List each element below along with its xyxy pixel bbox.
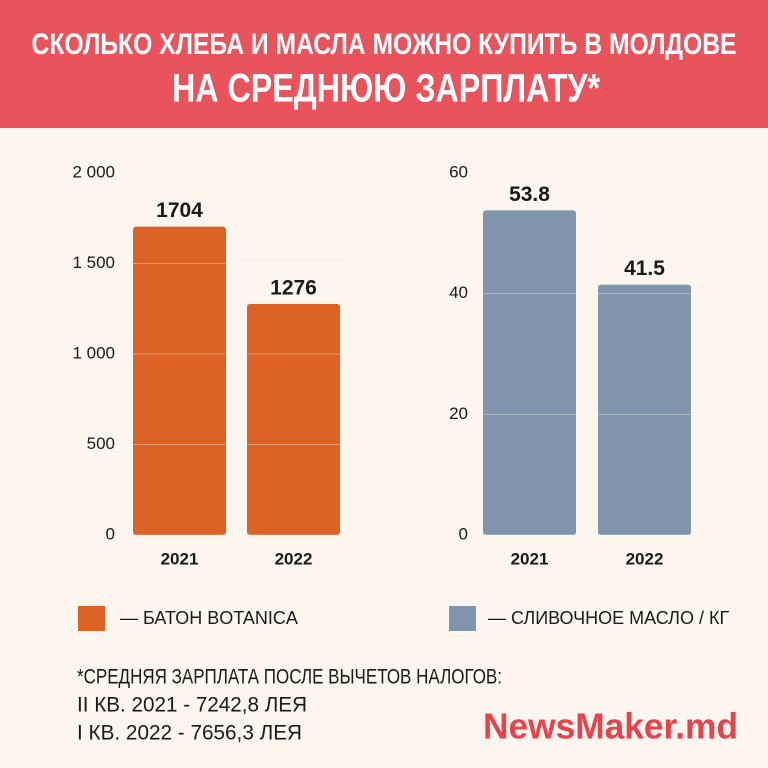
y-tick-label: 20 — [449, 404, 468, 423]
y-tick-label: 500 — [87, 434, 115, 453]
logo: NewsMaker.md — [483, 706, 738, 747]
value-label: 1276 — [270, 277, 317, 300]
legend-swatch — [78, 606, 105, 631]
y-tick-label: 0 — [106, 524, 115, 543]
bar — [483, 210, 576, 535]
legend-label: — БАТОН BOTANICA — [120, 608, 298, 628]
value-label: 1704 — [156, 199, 203, 222]
bar — [598, 284, 691, 535]
legend-swatch — [449, 606, 476, 631]
footnote: *СРЕДНЯЯ ЗАРПЛАТА ПОСЛЕ ВЫЧЕТОВ НАЛОГОВ: — [77, 666, 502, 689]
y-tick-label: 1 500 — [72, 253, 115, 272]
y-tick-label: 1 000 — [72, 343, 115, 362]
y-tick-label: 40 — [449, 283, 468, 302]
value-label: 53.8 — [509, 183, 550, 206]
y-tick-label: 2 000 — [72, 162, 115, 181]
x-tick-label: 2021 — [511, 549, 549, 568]
bar — [247, 304, 340, 535]
header-band — [0, 0, 768, 128]
value-label: 41.5 — [624, 257, 665, 280]
x-tick-label: 2021 — [161, 549, 199, 568]
y-tick-label: 0 — [459, 524, 468, 543]
legend-label: — СЛИВОЧНОЕ МАСЛО / КГ — [488, 608, 729, 628]
bar — [133, 226, 226, 536]
title: СКОЛЬКО ХЛЕБА И МАСЛА МОЖНО КУПИТЬ В МОЛ… — [32, 28, 737, 61]
x-tick-label: 2022 — [275, 549, 313, 568]
title: НА СРЕДНЮЮ ЗАРПЛАТУ* — [172, 67, 600, 111]
footnote: II КВ. 2021 - 7242,8 ЛЕЯ — [77, 694, 307, 717]
x-tick-label: 2022 — [626, 549, 664, 568]
footnote: I КВ. 2022 - 7656,3 ЛЕЯ — [77, 722, 302, 745]
y-tick-label: 60 — [449, 162, 468, 181]
